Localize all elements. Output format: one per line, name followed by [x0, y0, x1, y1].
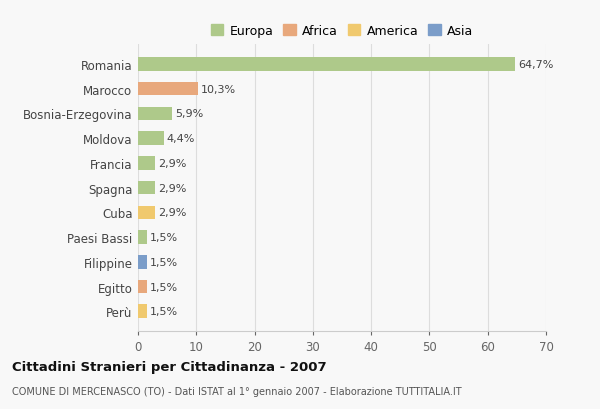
Bar — [138, 157, 155, 170]
Text: 2,9%: 2,9% — [158, 208, 186, 218]
Text: 4,4%: 4,4% — [167, 134, 195, 144]
Text: 1,5%: 1,5% — [149, 282, 178, 292]
Text: 64,7%: 64,7% — [518, 60, 553, 70]
Text: 1,5%: 1,5% — [149, 257, 178, 267]
Bar — [138, 206, 155, 220]
Bar — [138, 280, 147, 294]
Bar — [138, 107, 172, 121]
Bar — [138, 58, 515, 72]
Text: Cittadini Stranieri per Cittadinanza - 2007: Cittadini Stranieri per Cittadinanza - 2… — [12, 360, 326, 373]
Text: 10,3%: 10,3% — [201, 85, 236, 94]
Text: 5,9%: 5,9% — [175, 109, 203, 119]
Bar — [138, 181, 155, 195]
Bar — [138, 305, 147, 318]
Text: COMUNE DI MERCENASCO (TO) - Dati ISTAT al 1° gennaio 2007 - Elaborazione TUTTITA: COMUNE DI MERCENASCO (TO) - Dati ISTAT a… — [12, 387, 461, 396]
Bar — [138, 231, 147, 244]
Text: 2,9%: 2,9% — [158, 183, 186, 193]
Text: 1,5%: 1,5% — [149, 232, 178, 243]
Text: 1,5%: 1,5% — [149, 306, 178, 317]
Bar — [138, 255, 147, 269]
Text: 2,9%: 2,9% — [158, 158, 186, 169]
Bar — [138, 83, 198, 96]
Bar — [138, 132, 164, 146]
Legend: Europa, Africa, America, Asia: Europa, Africa, America, Asia — [208, 22, 476, 40]
